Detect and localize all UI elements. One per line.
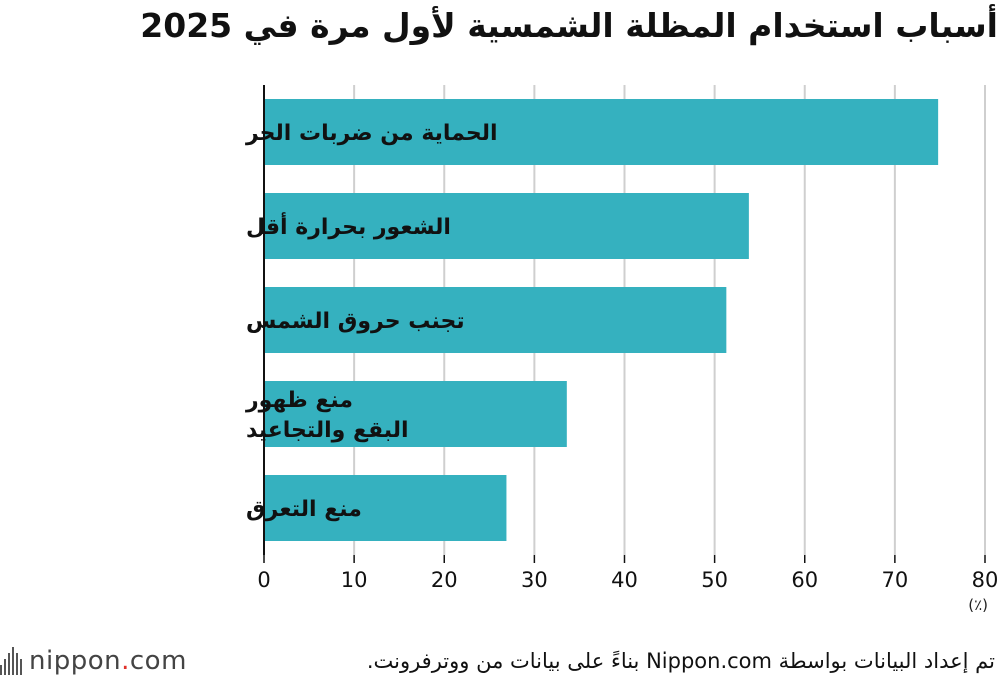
x-tick-labels: 0 10 20 30 40 50 60 70 80 bbox=[257, 568, 998, 592]
category-label: البقع والتجاعيد bbox=[246, 418, 409, 443]
x-tick-label: 50 bbox=[701, 568, 728, 592]
x-tick-label: 30 bbox=[521, 568, 548, 592]
bars bbox=[264, 99, 939, 541]
x-tick-label: 80 bbox=[972, 568, 999, 592]
unit-label: (٪) bbox=[968, 596, 988, 614]
x-tick-label: 60 bbox=[791, 568, 818, 592]
x-tick-label: 10 bbox=[341, 568, 368, 592]
category-label: منع ظهور bbox=[245, 388, 353, 413]
chart-title: أسباب استخدام المظلة الشمسية لأول مرة في… bbox=[140, 6, 998, 45]
category-label: منع التعرق bbox=[246, 497, 362, 522]
bar bbox=[264, 99, 939, 165]
nippon-logo: nippon.com bbox=[0, 641, 187, 681]
category-label: الشعور بحرارة أقل bbox=[246, 211, 451, 240]
x-tick-label: 20 bbox=[431, 568, 458, 592]
logo-bars-icon bbox=[0, 647, 22, 675]
category-label: تجنب حروق الشمس bbox=[246, 309, 465, 334]
bar bbox=[264, 287, 727, 353]
x-tick-label: 70 bbox=[882, 568, 909, 592]
bar bbox=[264, 475, 507, 541]
x-tick-label: 0 bbox=[257, 568, 270, 592]
bar bbox=[264, 381, 567, 447]
logo-wordmark: nippon.com bbox=[29, 646, 187, 676]
x-tick-label: 40 bbox=[611, 568, 638, 592]
bar-chart: 0 10 20 30 40 50 60 70 80 الحماية من ضربات الحرا… bbox=[245, 85, 998, 592]
bar bbox=[264, 193, 749, 259]
category-labels: الحماية من ضربات الحر الشعور بحرارة أقل تج… bbox=[245, 121, 498, 522]
category-label: الحماية من ضربات الحر bbox=[245, 121, 498, 146]
source-note: تم إعداد البيانات بواسطة Nippon.com بناء… bbox=[366, 649, 995, 673]
